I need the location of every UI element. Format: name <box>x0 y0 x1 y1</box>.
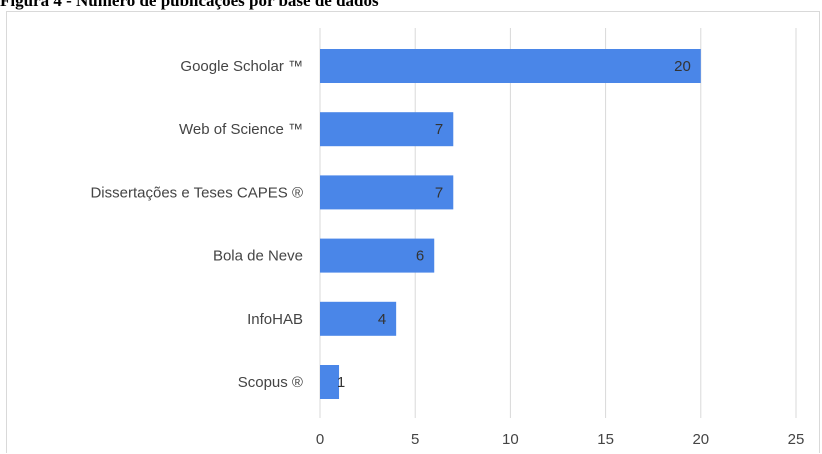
data-label: 6 <box>416 248 424 265</box>
x-tick-label: 5 <box>411 431 419 448</box>
data-labels: 20 7 7 6 4 1 <box>337 58 691 391</box>
figure-title: Figura 4 - Número de publicações por bas… <box>0 0 379 10</box>
bar <box>320 49 701 83</box>
bar <box>320 365 340 399</box>
data-label: 7 <box>435 184 443 201</box>
data-label: 4 <box>378 311 386 328</box>
bar <box>320 238 435 273</box>
x-tick-label: 0 <box>316 431 324 448</box>
x-tick-label: 25 <box>788 431 805 448</box>
category-label: Google Scholar ™ <box>180 58 303 75</box>
data-label: 1 <box>337 374 345 391</box>
bar <box>320 175 454 210</box>
bar <box>320 112 454 147</box>
category-label: Scopus ® <box>238 374 303 391</box>
category-labels: Google Scholar ™ Web of Science ™ Disserta… <box>90 58 303 391</box>
grid-lines <box>319 28 797 418</box>
x-tick-label: 15 <box>597 431 614 448</box>
data-label: 20 <box>674 58 691 75</box>
data-label: 7 <box>435 121 443 138</box>
category-label: Web of Science ™ <box>179 121 303 138</box>
category-label: InfoHAB <box>247 311 303 328</box>
bar <box>320 301 397 336</box>
bars <box>320 49 701 399</box>
x-tick-label: 20 <box>692 431 709 448</box>
category-label: Bola de Neve <box>213 248 303 265</box>
x-axis-ticks: 0 5 10 15 20 25 <box>316 431 805 448</box>
category-label: Dissertações e Teses CAPES ® <box>90 184 303 201</box>
x-tick-label: 10 <box>502 431 519 448</box>
chart-frame <box>6 11 820 453</box>
